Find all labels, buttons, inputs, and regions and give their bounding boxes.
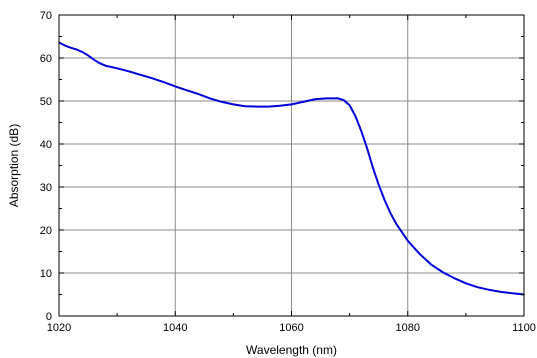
x-tick-label: 1040 xyxy=(163,322,187,334)
y-tick-label: 50 xyxy=(40,96,52,108)
y-tick-label: 70 xyxy=(40,10,52,22)
axis-ticks xyxy=(58,14,525,317)
x-axis-label: Wavelength (nm) xyxy=(246,343,337,357)
y-tick-label: 0 xyxy=(46,311,52,323)
grid-lines xyxy=(59,15,524,316)
x-tick-label: 1100 xyxy=(512,322,536,334)
y-axis-tick-labels: 0 10 20 30 40 50 60 70 xyxy=(40,10,52,323)
x-tick-label: 1060 xyxy=(279,322,303,334)
x-tick-label: 1080 xyxy=(396,322,420,334)
y-tick-label: 60 xyxy=(40,53,52,65)
absorption-series-line xyxy=(58,41,525,296)
y-tick-label: 20 xyxy=(40,225,52,237)
x-axis-tick-labels: 1020 1040 1060 1080 1100 xyxy=(47,322,536,334)
y-tick-label: 40 xyxy=(40,139,52,151)
x-tick-label: 1020 xyxy=(47,322,71,334)
y-axis-label: Absorption (dB) xyxy=(7,124,21,207)
y-tick-label: 30 xyxy=(40,182,52,194)
y-tick-label: 10 xyxy=(40,268,52,280)
